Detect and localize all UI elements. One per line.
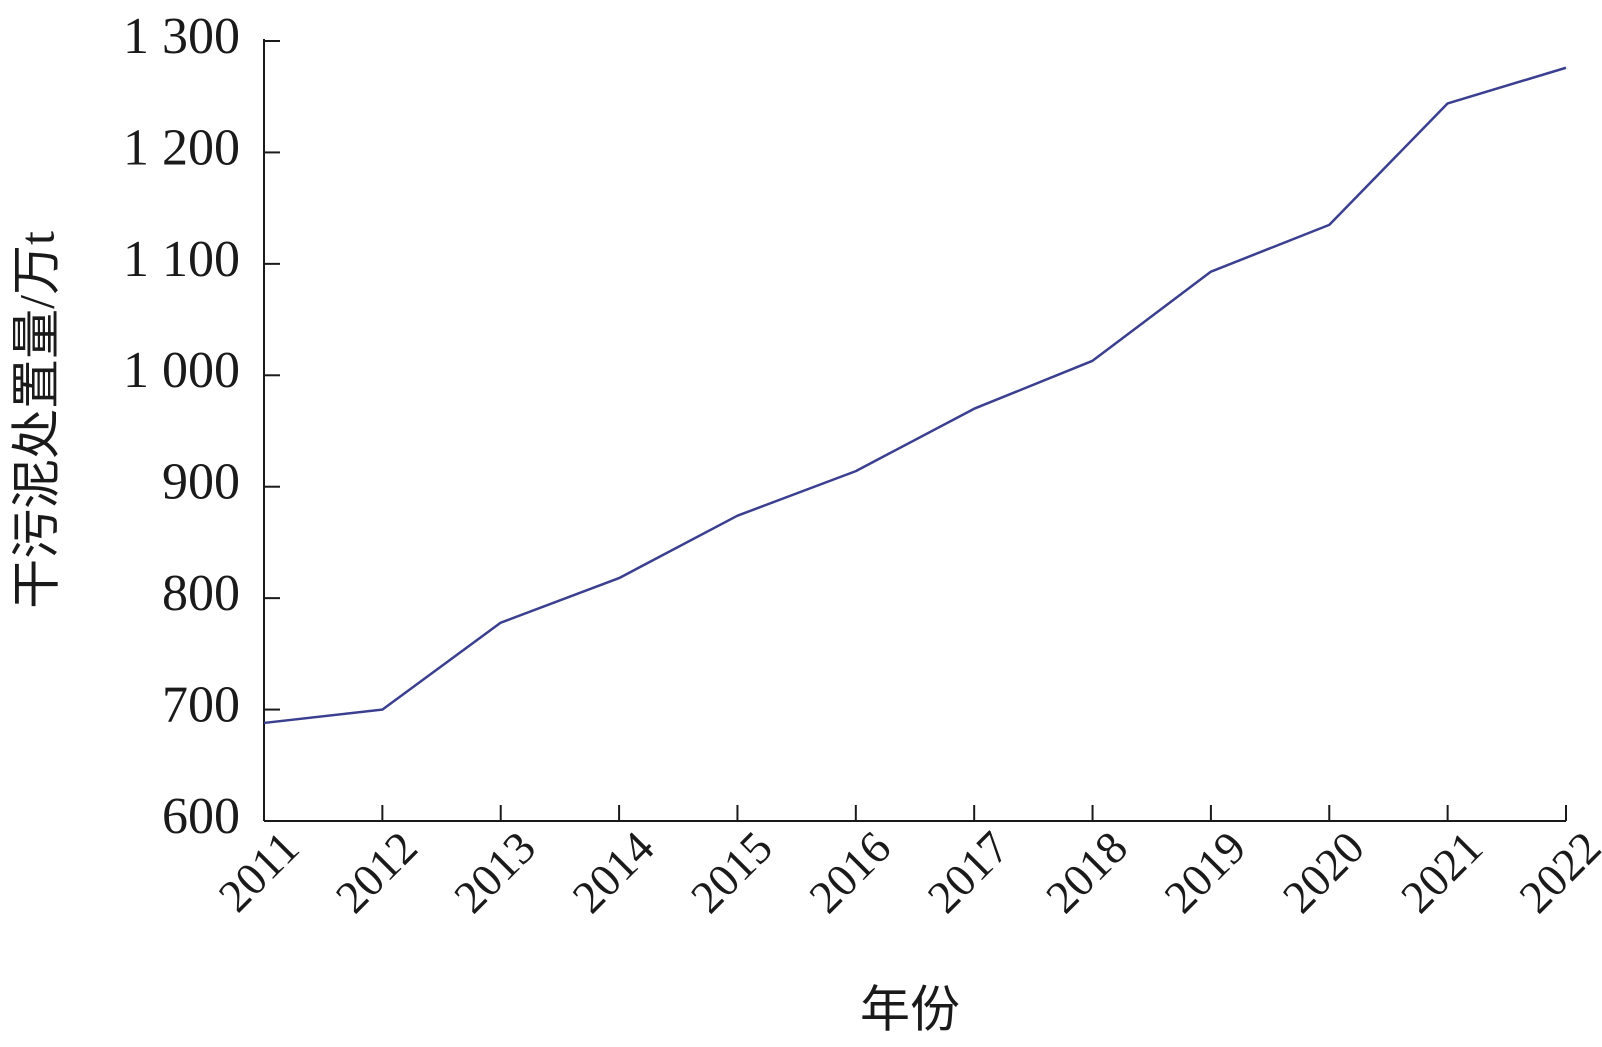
- x-tick-label: 2014: [563, 821, 664, 922]
- x-tick-label: 2012: [326, 821, 427, 922]
- y-tick-label: 600: [162, 788, 240, 845]
- x-tick-label: 2018: [1036, 821, 1137, 922]
- y-axis-title: 干污泥处置量/万t: [8, 231, 64, 609]
- x-tick-label: 2019: [1154, 821, 1255, 922]
- x-tick-label: 2015: [681, 821, 782, 922]
- data-line: [263, 66, 1567, 725]
- x-tick-label: 2017: [918, 821, 1019, 922]
- x-tick-label: 2021: [1391, 821, 1492, 922]
- y-tick-label: 700: [162, 677, 240, 734]
- y-tick-label: 1 300: [123, 8, 240, 65]
- y-tick-label: 1 200: [123, 119, 240, 176]
- y-tick-label: 800: [162, 565, 240, 622]
- x-tick-label: 2022: [1509, 821, 1602, 922]
- x-axis-title: 年份: [860, 981, 960, 1037]
- y-tick-label: 900: [162, 454, 240, 511]
- x-tick-label: 2013: [444, 821, 545, 922]
- y-tick-label: 1 100: [123, 231, 240, 288]
- y-tick-label: 1 000: [123, 342, 240, 399]
- x-tick-label: 2016: [799, 821, 900, 922]
- x-tick-label: 2020: [1273, 821, 1374, 922]
